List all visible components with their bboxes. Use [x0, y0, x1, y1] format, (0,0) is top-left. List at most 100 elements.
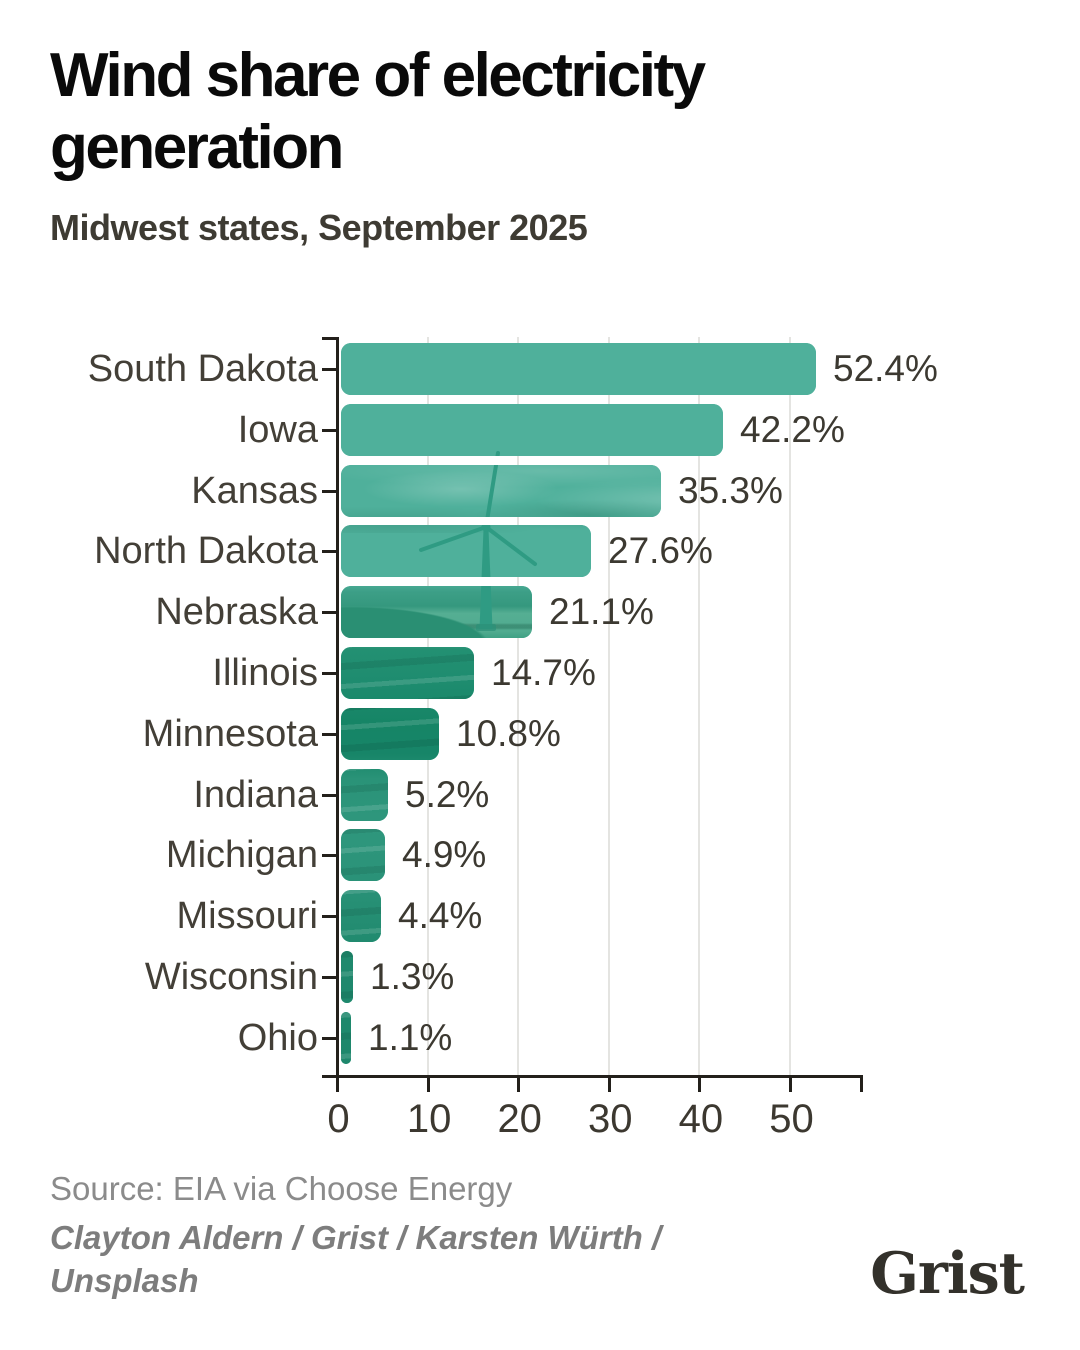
bar-photo-fill: [341, 647, 474, 699]
category-label: Nebraska: [155, 591, 318, 633]
category-label: Kansas: [191, 470, 318, 512]
value-label: 4.9%: [402, 834, 487, 875]
x-tick-label-50: 50: [769, 1097, 814, 1141]
y-tick: [322, 732, 336, 736]
x-tick-label-40: 40: [678, 1097, 724, 1141]
bar: [341, 769, 388, 821]
value-label: 10.8%: [456, 713, 561, 754]
bar-photo-fill: [341, 769, 388, 821]
bar: [341, 525, 591, 577]
photo-clouds: [341, 441, 723, 456]
gridline-30: [607, 337, 610, 1075]
credit-note: Clayton Aldern / Grist / Karsten Würth /…: [50, 1216, 770, 1302]
credit-line1: Clayton Aldern / Grist / Karsten Würth /: [50, 1219, 662, 1256]
bar: [341, 1012, 351, 1064]
y-tick: [322, 853, 336, 857]
photo-field-streaks: [341, 829, 385, 881]
bar-photo-fill: [341, 525, 591, 577]
y-tick: [322, 793, 336, 797]
page-title-line2: generation: [50, 113, 344, 182]
grist-logo: Grist: [870, 1240, 1025, 1307]
y-axis-top-cap: [322, 337, 336, 340]
value-label: 52.4%: [833, 348, 938, 389]
x-tick-20: [517, 1075, 521, 1092]
x-axis-line: [322, 1075, 863, 1078]
photo-field-streaks: [341, 951, 353, 1003]
value-label: 35.3%: [678, 470, 783, 511]
wind-turbine-graphic: [341, 769, 388, 821]
y-tick: [322, 914, 336, 918]
y-tick: [322, 975, 336, 979]
category-label: North Dakota: [94, 530, 318, 572]
page-title-line1: Wind share of electricity: [50, 41, 706, 110]
wind-turbine-graphic: [485, 465, 499, 517]
bar-photo-fill: [341, 829, 385, 881]
bar: [341, 343, 816, 395]
wind-turbine-graphic: [341, 708, 439, 760]
bar: [341, 465, 661, 517]
gridline-10: [426, 337, 429, 1075]
value-label: 4.4%: [398, 895, 483, 936]
wind-turbine-graphic: [341, 890, 381, 942]
category-label: Minnesota: [142, 713, 318, 755]
photo-hills: [341, 586, 532, 638]
wind-turbine-graphic: [476, 586, 496, 631]
category-label: Iowa: [237, 409, 318, 451]
y-tick: [322, 428, 336, 432]
gridline-40: [698, 337, 701, 1075]
wind-turbine-graphic: [341, 343, 816, 395]
bar: [341, 586, 532, 638]
photo-field-streaks: [341, 890, 381, 942]
value-label: 14.7%: [491, 652, 596, 693]
x-tick-label-20: 20: [497, 1097, 542, 1141]
category-label: Wisconsin: [144, 956, 318, 998]
bar: [341, 890, 381, 942]
gridline-50: [789, 337, 791, 1075]
x-tick-50: [789, 1075, 792, 1092]
category-label: South Dakota: [87, 348, 318, 390]
bar-photo-fill: [341, 343, 816, 395]
value-label: 5.2%: [405, 774, 490, 815]
x-tick-label-10: 10: [406, 1097, 452, 1141]
source-note: Source: EIA via Choose Energy: [50, 1170, 513, 1207]
category-label: Illinois: [212, 652, 318, 694]
category-label: Indiana: [193, 774, 318, 816]
bar-photo-fill: [341, 708, 439, 760]
category-label: Missouri: [176, 895, 318, 937]
wind-turbine-graphic: [341, 951, 353, 1003]
x-tick-label-30: 30: [588, 1097, 633, 1141]
x-tick-10: [426, 1075, 430, 1092]
wind-turbine-graphic: [341, 647, 474, 699]
y-tick: [322, 671, 336, 675]
bar-photo-fill: [341, 404, 723, 456]
value-label: 42.2%: [740, 409, 845, 450]
photo-field-streaks: [341, 1012, 351, 1064]
category-label: Michigan: [165, 834, 318, 876]
bar: [341, 951, 353, 1003]
x-axis-end-cap: [860, 1075, 863, 1092]
photo-field-streaks: [341, 647, 474, 699]
photo-field-streaks: [341, 769, 388, 821]
x-tick-40: [698, 1075, 702, 1092]
value-label: 1.3%: [370, 956, 455, 997]
wind-turbine-graphic: [419, 525, 537, 577]
bar: [341, 404, 723, 456]
bar: [341, 829, 385, 881]
page-subtitle: Midwest states, September 2025: [50, 207, 588, 248]
gridline-20: [517, 337, 520, 1075]
y-tick: [322, 610, 336, 614]
bar-photo-fill: [341, 890, 381, 942]
bar-photo-fill: [341, 1012, 351, 1064]
credit-line2: Unsplash: [50, 1262, 199, 1299]
y-tick: [322, 367, 336, 371]
x-tick-label-0: 0: [327, 1097, 350, 1141]
bar: [341, 708, 439, 760]
y-axis-line: [336, 337, 339, 1075]
value-label: 1.1%: [368, 1017, 453, 1058]
value-label: 21.1%: [549, 591, 654, 632]
y-tick: [322, 489, 336, 493]
x-tick-0: [336, 1075, 339, 1092]
wind-turbine-graphic: [341, 829, 385, 881]
bar-photo-fill: [341, 951, 353, 1003]
